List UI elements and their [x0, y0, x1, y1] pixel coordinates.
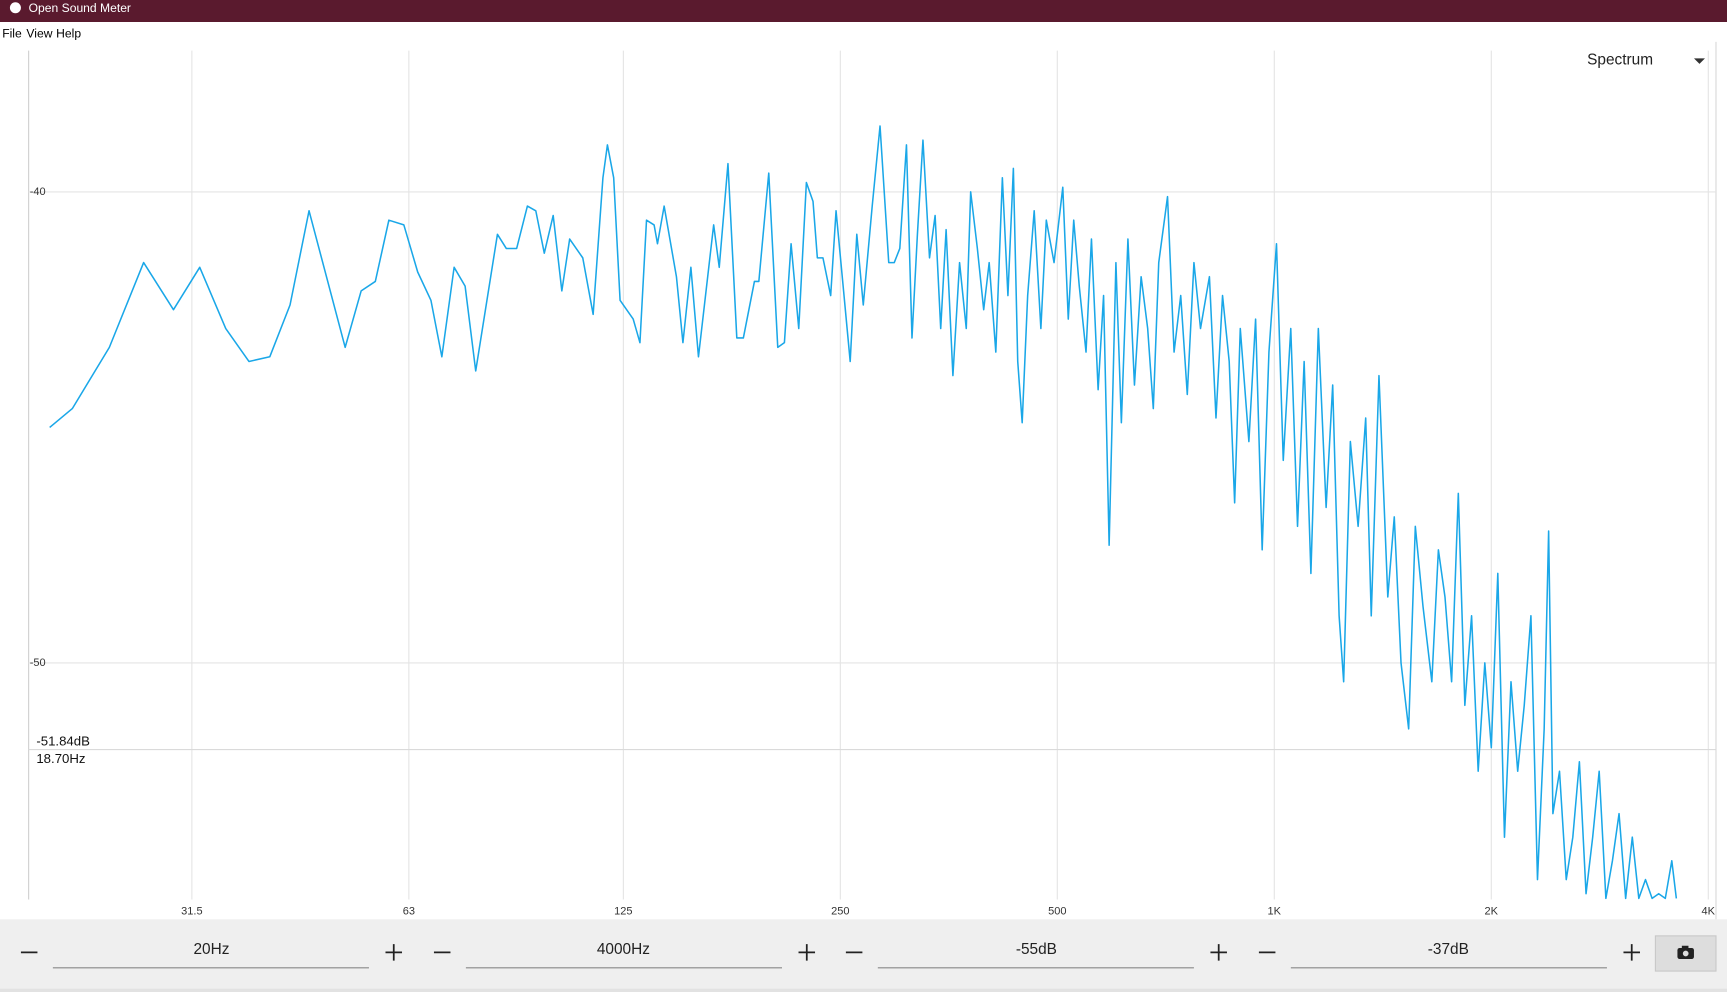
control-x-min: 20Hz — [20, 941, 403, 969]
control-y-min: -55dB — [845, 941, 1227, 969]
menu-item[interactable]: File — [2, 26, 22, 40]
x-tick-label: 250 — [831, 906, 849, 918]
y-tick-label: -40 — [30, 186, 46, 198]
window-title: Open Sound Meter — [29, 1, 131, 15]
x-tick-label: 125 — [614, 906, 632, 918]
status-strip — [0, 988, 1727, 992]
camera-icon-top — [1681, 945, 1689, 950]
x-tick-label: 31.5 — [181, 906, 202, 918]
y-tick-label: -50 — [30, 657, 46, 669]
x-tick-label: 1K — [1268, 906, 1282, 918]
title-bar — [0, 0, 1727, 23]
x-tick-label: 4K — [1702, 906, 1716, 918]
x-tick-label: 2K — [1485, 906, 1499, 918]
plus-button[interactable] — [798, 944, 816, 961]
field-value[interactable]: 4000Hz — [597, 941, 650, 958]
plot-area — [0, 41, 1727, 920]
control-y-max: -37dB — [1258, 941, 1640, 969]
field-value[interactable]: -37dB — [1428, 941, 1469, 958]
screenshot-button[interactable] — [1654, 935, 1717, 972]
x-tick-label: 500 — [1048, 906, 1066, 918]
camera-lens — [1682, 950, 1689, 957]
menu-item[interactable]: View — [26, 26, 52, 40]
plus-button[interactable] — [1623, 944, 1640, 961]
spectrum-line — [49, 125, 1678, 900]
x-tick-label: 63 — [403, 906, 415, 918]
menu-item[interactable]: Help — [56, 26, 81, 40]
cursor-value-label: -51.84dB — [36, 733, 90, 748]
cursor-frequency-label: 18.70Hz — [36, 751, 85, 766]
view-selector[interactable]: Spectrum — [1587, 52, 1653, 69]
field-value[interactable]: 20Hz — [193, 941, 229, 958]
field-value[interactable]: -55dB — [1016, 941, 1057, 958]
plus-button[interactable] — [385, 944, 403, 961]
dropdown-arrow[interactable] — [1693, 58, 1705, 64]
menu-bar — [0, 22, 1727, 42]
plus-button[interactable] — [1210, 944, 1227, 961]
control-bar — [0, 919, 1727, 992]
app-icon — [9, 2, 21, 14]
control-x-max: 4000Hz — [433, 941, 816, 969]
